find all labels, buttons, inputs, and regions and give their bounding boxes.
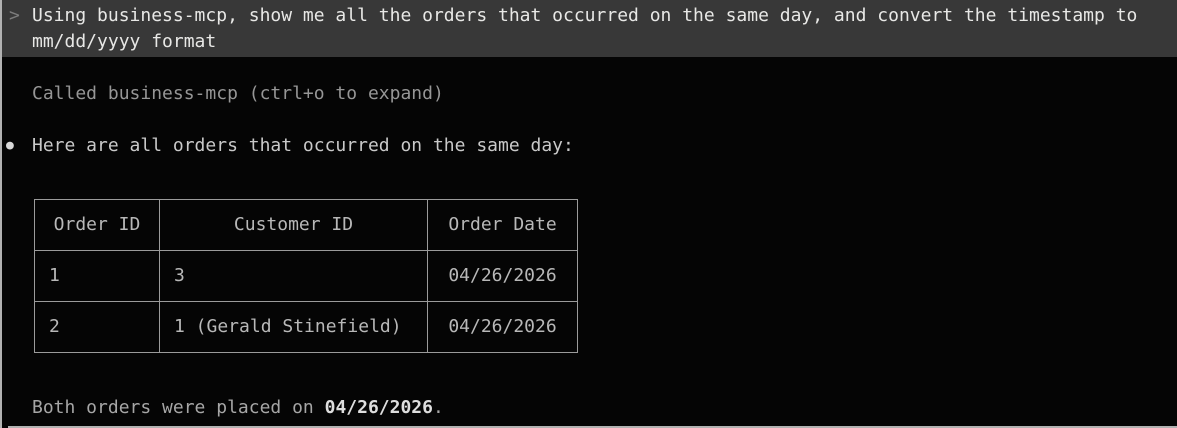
cell-order-date: 04/26/2026 <box>427 250 578 302</box>
orders-table: Order ID Customer ID Order Date 1 3 04/2… <box>34 199 578 353</box>
summary-date: 04/26/2026 <box>324 397 433 418</box>
column-header-order-id: Order ID <box>34 199 160 251</box>
response-intro-row: ● Here are all orders that occurred on t… <box>6 133 1167 159</box>
user-prompt-bar: > Using business-mcp, show me all the or… <box>2 0 1177 57</box>
cell-customer-id: 1 (Gerald Stinefield) <box>159 301 428 353</box>
bullet-icon: ● <box>6 138 14 153</box>
summary-prefix: Both orders were placed on <box>32 397 325 418</box>
cell-order-date: 04/26/2026 <box>427 301 578 353</box>
column-header-customer-id: Customer ID <box>159 199 428 251</box>
window-bottom-edge <box>8 426 1177 428</box>
tool-call-status: Called business-mcp (ctrl+o to expand) <box>32 83 444 104</box>
table-row: 1 3 04/26/2026 <box>34 250 578 302</box>
column-header-order-date: Order Date <box>427 199 578 251</box>
table-header-row: Order ID Customer ID Order Date <box>34 199 578 251</box>
cell-order-id: 2 <box>34 301 160 353</box>
summary-line: Both orders were placed on 04/26/2026. <box>32 395 1167 421</box>
summary-suffix: . <box>432 397 444 418</box>
table-row: 2 1 (Gerald Stinefield) 04/26/2026 <box>34 301 578 353</box>
prompt-chevron-icon: > <box>9 5 20 26</box>
user-prompt-text: Using business-mcp, show me all the orde… <box>32 5 1149 52</box>
cell-order-id: 1 <box>34 250 160 302</box>
cell-customer-id: 3 <box>159 250 428 302</box>
response-intro-text: Here are all orders that occurred on the… <box>32 135 574 156</box>
